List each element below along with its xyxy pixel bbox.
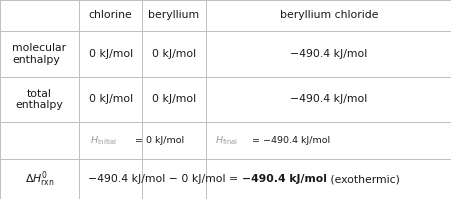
- Text: −490.4 kJ/mol: −490.4 kJ/mol: [290, 95, 367, 104]
- Text: −490.4 kJ/mol: −490.4 kJ/mol: [290, 49, 367, 59]
- Text: $\Delta H^0_{\mathregular{rxn}}$: $\Delta H^0_{\mathregular{rxn}}$: [25, 169, 54, 189]
- Text: total
enthalpy: total enthalpy: [16, 89, 63, 110]
- Text: $H_{\mathregular{initial}}$: $H_{\mathregular{initial}}$: [90, 135, 117, 147]
- Text: −490.4 kJ/mol − 0 kJ/mol =: −490.4 kJ/mol − 0 kJ/mol =: [88, 174, 241, 184]
- Text: 0 kJ/mol: 0 kJ/mol: [88, 95, 133, 104]
- Text: molecular
enthalpy: molecular enthalpy: [13, 43, 66, 64]
- Text: = −490.4 kJ/mol: = −490.4 kJ/mol: [248, 136, 329, 145]
- Text: 0 kJ/mol: 0 kJ/mol: [88, 49, 133, 59]
- Text: (exothermic): (exothermic): [326, 174, 399, 184]
- Text: $H_{\mathregular{final}}$: $H_{\mathregular{final}}$: [214, 135, 237, 147]
- Text: beryllium: beryllium: [148, 10, 199, 20]
- Text: beryllium chloride: beryllium chloride: [279, 10, 377, 20]
- Text: −490.4 kJ/mol: −490.4 kJ/mol: [241, 174, 326, 184]
- Text: chlorine: chlorine: [89, 10, 132, 20]
- Text: 0 kJ/mol: 0 kJ/mol: [152, 95, 196, 104]
- Text: = 0 kJ/mol: = 0 kJ/mol: [132, 136, 184, 145]
- Text: 0 kJ/mol: 0 kJ/mol: [152, 49, 196, 59]
